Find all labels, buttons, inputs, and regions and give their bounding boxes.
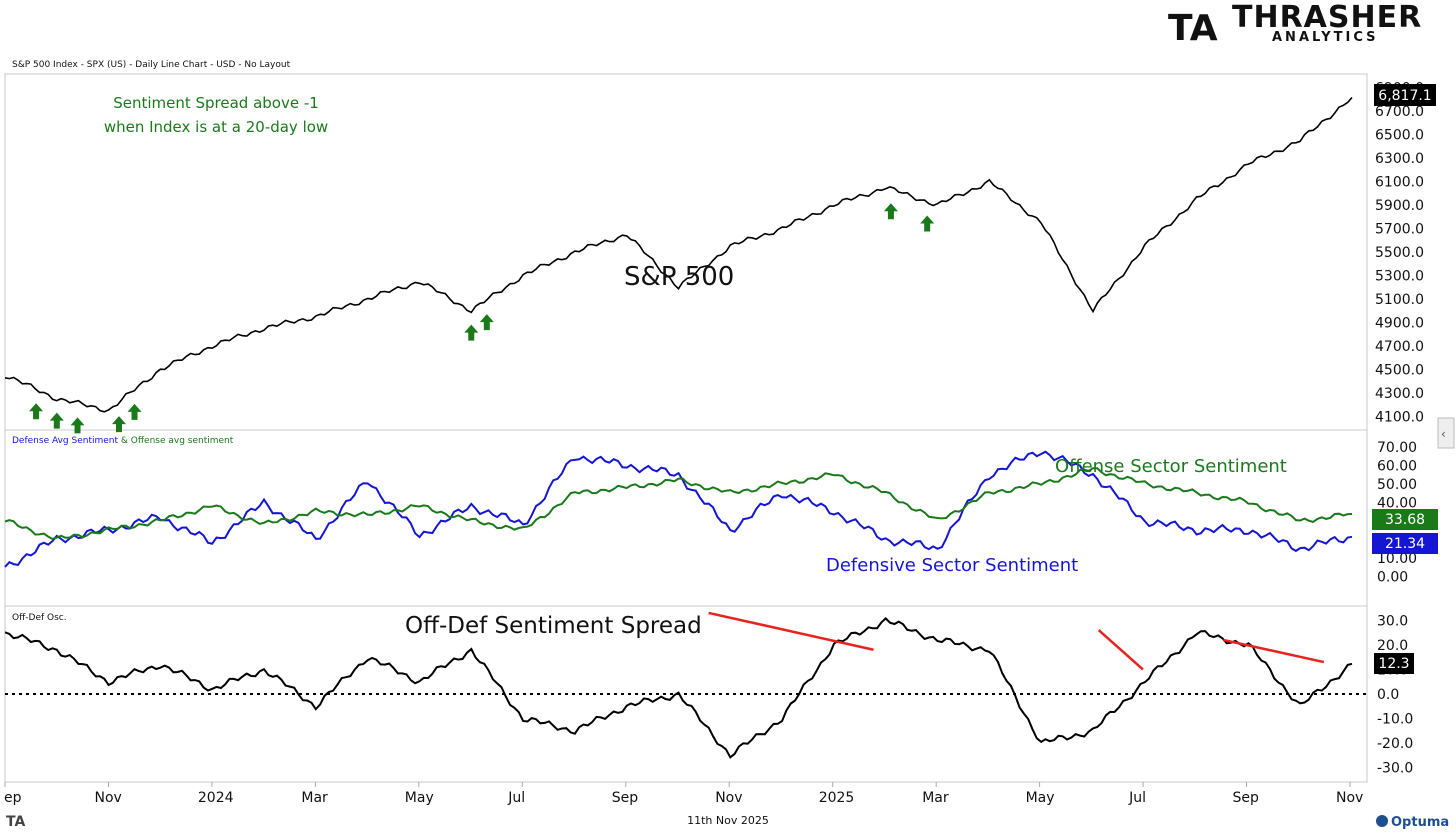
- oscillator-y-tick: 30.0: [1377, 613, 1408, 629]
- price-y-tick: 5300.0: [1375, 269, 1424, 285]
- x-tick-label: 2024: [198, 790, 234, 806]
- price-y-tick: 4500.0: [1375, 362, 1424, 378]
- chart-header-title: S&P 500 Index - SPX (US) - Daily Line Ch…: [12, 60, 291, 70]
- offense-sentiment-line: [4, 467, 1353, 541]
- price-y-tick: 5100.0: [1375, 292, 1424, 308]
- x-tick-label: Jul: [507, 790, 525, 806]
- annotation-line-2: when Index is at a 20-day low: [104, 118, 328, 136]
- sentiment-y-tick: 10.00: [1377, 551, 1417, 567]
- oscillator-last-value: 12.3: [1378, 656, 1409, 672]
- x-tick-label: Sep: [612, 790, 639, 806]
- signal-arrow: [49, 412, 64, 429]
- sentiment-y-tick: 60.00: [1377, 458, 1417, 474]
- signal-arrows: [29, 203, 935, 434]
- price-y-tick: 5900.0: [1375, 198, 1424, 214]
- x-tick-label: 2025: [819, 790, 855, 806]
- price-y-tick: 4100.0: [1375, 409, 1424, 425]
- price-y-tick: 6300.0: [1375, 151, 1424, 167]
- defense-last-value: 21.34: [1385, 536, 1425, 552]
- price-panel: 6900.06700.06500.06300.06100.05900.05700…: [4, 81, 1436, 434]
- defense-last-value-badge: 21.34: [1372, 533, 1438, 554]
- offense-last-value-badge: 33.68: [1372, 509, 1438, 530]
- collapse-panel-tab[interactable]: ‹: [1437, 417, 1455, 449]
- panel-title-separator: &: [118, 436, 131, 446]
- signal-arrow: [920, 215, 935, 232]
- offense-panel-title: Offense avg sentiment: [131, 436, 234, 446]
- sentiment-y-tick: 70.00: [1377, 440, 1417, 456]
- price-y-tick: 5700.0: [1375, 222, 1424, 238]
- price-y-tick: 4900.0: [1375, 315, 1424, 331]
- signal-arrow: [29, 403, 44, 420]
- price-y-tick: 4300.0: [1375, 386, 1424, 402]
- x-tick-label: ep: [4, 790, 22, 806]
- sp500-label: S&P 500: [624, 262, 734, 292]
- signal-arrow: [479, 314, 494, 331]
- brand-logo: TA THRASHER ANALYTICS: [1168, 0, 1422, 49]
- chart-frame: [4, 73, 1368, 783]
- price-y-tick: 4700.0: [1375, 339, 1424, 355]
- signal-arrow: [127, 403, 142, 420]
- price-last-value: 6,817.1: [1378, 88, 1431, 104]
- x-tick-label: Nov: [95, 790, 122, 806]
- divergence-trendline: [708, 611, 874, 651]
- defense-sentiment-line: [4, 450, 1353, 568]
- x-tick-label: May: [405, 790, 434, 806]
- signal-arrow: [883, 203, 898, 220]
- brand-mark-logo: TA: [1168, 8, 1218, 49]
- oscillator-y-tick: -20.0: [1377, 736, 1413, 752]
- divergence-trendline: [1223, 638, 1325, 664]
- offense-last-value: 33.68: [1385, 512, 1425, 528]
- sentiment-panel-title: Defense Avg Sentiment & Offense avg sent…: [12, 436, 234, 446]
- x-tick-label: Mar: [301, 790, 328, 806]
- price-y-tick: 6100.0: [1375, 175, 1424, 191]
- oscillator-y-tick: 0.0: [1377, 687, 1399, 703]
- oscillator-panel: Off-Def Osc. 30.020.010.00.0-10.0-20.0-3…: [4, 611, 1414, 777]
- signal-arrow: [464, 324, 479, 341]
- sentiment-y-tick: 40.00: [1377, 495, 1417, 511]
- price-y-tick: 6700.0: [1375, 104, 1424, 120]
- footer-date: 11th Nov 2025: [687, 814, 769, 827]
- oscillator-y-tick: 20.0: [1377, 638, 1408, 654]
- x-axis: ep Nov 2024 Mar May Jul Sep Nov 2025 Mar May Jul Sep…: [4, 782, 1363, 806]
- divergence-trendline: [1097, 629, 1144, 671]
- sentiment-panel: Defense Avg Sentiment & Offense avg sent…: [4, 436, 1438, 585]
- spread-oscillator-line: [4, 617, 1353, 759]
- x-tick-label: May: [1026, 790, 1055, 806]
- sentiment-y-tick: 0.00: [1377, 569, 1408, 585]
- x-tick-label: Nov: [1336, 790, 1363, 806]
- x-tick-label: Sep: [1233, 790, 1260, 806]
- optuma-logo: Optuma: [1376, 815, 1449, 830]
- brand-subtitle: ANALYTICS: [1272, 30, 1379, 45]
- price-y-tick: 5500.0: [1375, 245, 1424, 261]
- price-last-value-badge: 6,817.1: [1374, 84, 1436, 106]
- oscillator-y-axis: 30.020.010.00.0-10.0-20.0-30.0: [1377, 613, 1413, 776]
- sp500-price-line: [4, 96, 1353, 413]
- defense-series-label: Defensive Sector Sentiment: [826, 555, 1078, 576]
- footer-mark-logo: TA: [6, 814, 25, 830]
- x-tick-label: Mar: [922, 790, 949, 806]
- price-y-tick: 6500.0: [1375, 128, 1424, 144]
- vendor-name: Optuma: [1391, 815, 1449, 830]
- divergence-trendlines: [708, 611, 1325, 671]
- oscillator-y-tick: -10.0: [1377, 712, 1413, 728]
- brand-name: THRASHER: [1232, 0, 1422, 35]
- annotation-line-1: Sentiment Spread above -1: [113, 94, 319, 112]
- oscillator-y-tick: -30.0: [1377, 761, 1413, 777]
- signal-arrow: [111, 416, 126, 433]
- signal-arrow: [70, 417, 85, 434]
- oscillator-panel-title: Off-Def Osc.: [12, 613, 67, 623]
- oscillator-last-value-badge: 12.3: [1374, 653, 1414, 674]
- x-tick-label: Jul: [1128, 790, 1146, 806]
- x-tick-label: Nov: [715, 790, 742, 806]
- price-y-axis: 6900.06700.06500.06300.06100.05900.05700…: [1375, 81, 1424, 426]
- offense-series-label: Offense Sector Sentiment: [1055, 456, 1287, 477]
- defense-panel-title: Defense Avg Sentiment: [12, 436, 118, 446]
- chevron-left-icon: ‹: [1441, 427, 1446, 441]
- spread-label: Off-Def Sentiment Spread: [405, 613, 702, 639]
- sentiment-y-tick: 50.00: [1377, 477, 1417, 493]
